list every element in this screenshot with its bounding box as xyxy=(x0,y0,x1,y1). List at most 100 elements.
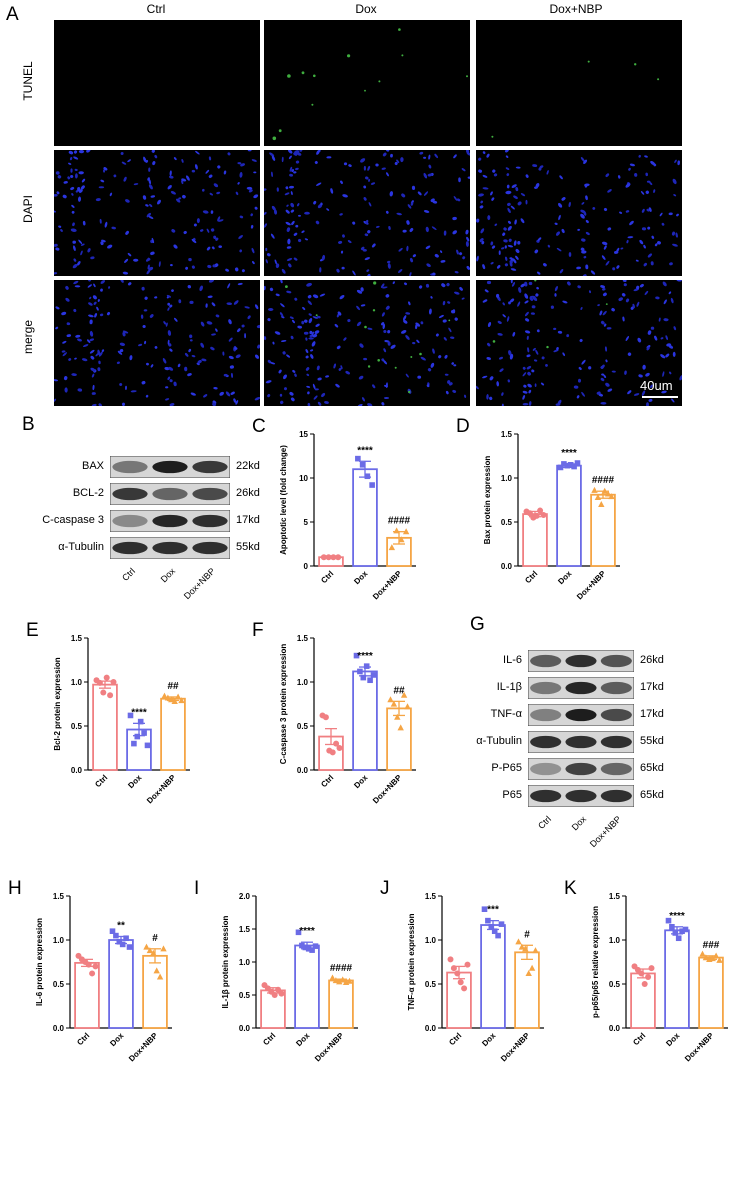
significance-label: **** xyxy=(669,911,685,922)
y-tick-label: 0.0 xyxy=(71,766,83,775)
data-point xyxy=(332,977,340,984)
data-point xyxy=(353,652,360,659)
blot-g-kd-label: 65kd xyxy=(640,762,664,774)
data-point xyxy=(123,935,129,942)
micrograph-tunel-dox xyxy=(264,20,470,146)
significance-label: **** xyxy=(131,707,147,718)
panel-label: H xyxy=(8,878,22,899)
significance-label: **** xyxy=(299,926,315,937)
blot-g-kd-label: 17kd xyxy=(640,708,664,720)
micrograph-dapi-dox xyxy=(264,150,470,276)
data-point xyxy=(716,956,723,963)
data-point xyxy=(174,693,182,700)
blot-b-band-label: BAX xyxy=(81,460,104,472)
bar-dox xyxy=(108,939,134,1029)
category-label: Ctrl xyxy=(319,569,335,585)
blot-b-kd-label: 55kd xyxy=(236,541,260,553)
y-tick-label: 0.0 xyxy=(425,1024,437,1033)
data-point xyxy=(712,952,720,959)
y-tick-label: 5 xyxy=(304,518,309,527)
chart-d: D 0.0 0.5 1.0 1.5 Bax protein expression Ctrl *… xyxy=(456,416,620,602)
data-point xyxy=(100,689,107,696)
data-point xyxy=(355,455,361,462)
data-point xyxy=(645,973,652,980)
y-tick-label: 1.5 xyxy=(297,634,309,643)
data-point xyxy=(608,493,615,500)
data-point xyxy=(330,554,337,561)
panel-label-b: B xyxy=(22,414,35,435)
category-label: Ctrl xyxy=(447,1031,463,1047)
row-label-tunel: TUNEL xyxy=(21,61,35,101)
category-label: Ctrl xyxy=(523,569,539,585)
blot-g-band-label: TNF-α xyxy=(490,708,522,720)
data-point xyxy=(150,949,157,956)
micrograph-dapi-ctrl xyxy=(54,150,260,276)
chart-k: K 0.0 0.5 1.0 1.5 p-p65/p65 relative expressi… xyxy=(564,878,728,1063)
data-point xyxy=(571,463,577,470)
data-point xyxy=(89,970,96,977)
bar-dox xyxy=(664,929,690,1029)
y-tick-label: 1.0 xyxy=(501,474,513,483)
data-point xyxy=(398,536,405,543)
blot-g-kd-label: 65kd xyxy=(640,789,664,801)
y-tick-label: 1.5 xyxy=(501,430,513,439)
data-point xyxy=(156,973,164,980)
data-point xyxy=(528,964,536,971)
panel-label-g: G xyxy=(470,614,485,635)
blot-b-band-strip xyxy=(110,483,230,505)
data-point xyxy=(107,692,114,699)
data-point xyxy=(336,978,343,985)
data-point xyxy=(682,926,689,933)
panel-label: D xyxy=(456,416,470,437)
data-point xyxy=(161,692,168,699)
row-label-dapi: DAPI xyxy=(21,195,35,224)
data-point xyxy=(360,674,367,681)
category-label: Dox+NBP xyxy=(371,773,404,806)
data-point xyxy=(591,486,598,493)
data-point xyxy=(367,677,373,684)
data-point xyxy=(488,924,495,930)
data-point xyxy=(533,512,540,519)
data-point xyxy=(113,932,119,939)
data-point xyxy=(709,955,716,962)
y-tick-label: 1.0 xyxy=(239,958,251,967)
data-point xyxy=(295,929,302,936)
data-point xyxy=(532,947,539,954)
data-point xyxy=(364,473,371,480)
significance-label: # xyxy=(152,933,158,944)
category-label: Dox+NBP xyxy=(575,569,608,602)
blot-g-band-strip xyxy=(528,758,634,780)
data-point xyxy=(146,947,154,954)
column-header-ctrl: Ctrl xyxy=(146,2,166,16)
y-tick-label: 1.0 xyxy=(71,678,83,687)
scale-bar-label: 40um xyxy=(640,378,673,393)
data-point xyxy=(346,977,353,984)
data-point xyxy=(320,554,327,561)
data-point xyxy=(648,965,655,972)
data-point xyxy=(369,482,375,488)
data-point xyxy=(388,544,396,551)
category-label: Dox xyxy=(108,1031,125,1048)
significance-label: #### xyxy=(388,516,411,527)
y-axis-label: TNF-α protein expression xyxy=(407,913,416,1010)
y-tick-label: 1.0 xyxy=(297,678,309,687)
y-tick-label: 1.5 xyxy=(425,892,437,901)
chart-h: H 0.0 0.5 1.0 1.5 IL-6 protein expression Ctrl… xyxy=(8,878,172,1063)
data-point xyxy=(561,461,567,467)
chart-e: E 0.0 0.5 1.0 1.5 Bcl-2 protein expression Ctr… xyxy=(26,620,190,805)
significance-label: # xyxy=(524,929,530,940)
data-point xyxy=(457,979,464,986)
significance-label: ## xyxy=(393,685,405,696)
micrograph-dapi-dox-nbp xyxy=(476,150,682,276)
category-label: Ctrl xyxy=(319,773,335,789)
data-point xyxy=(485,917,491,924)
data-point xyxy=(601,487,608,494)
data-point xyxy=(171,697,178,704)
panel-label: I xyxy=(194,878,199,899)
data-point xyxy=(153,967,160,974)
category-label: Dox+NBP xyxy=(371,569,404,602)
data-point xyxy=(309,947,315,953)
bar-dox-nbp xyxy=(514,951,540,1029)
data-point xyxy=(144,742,151,749)
significance-label: #### xyxy=(330,963,353,974)
